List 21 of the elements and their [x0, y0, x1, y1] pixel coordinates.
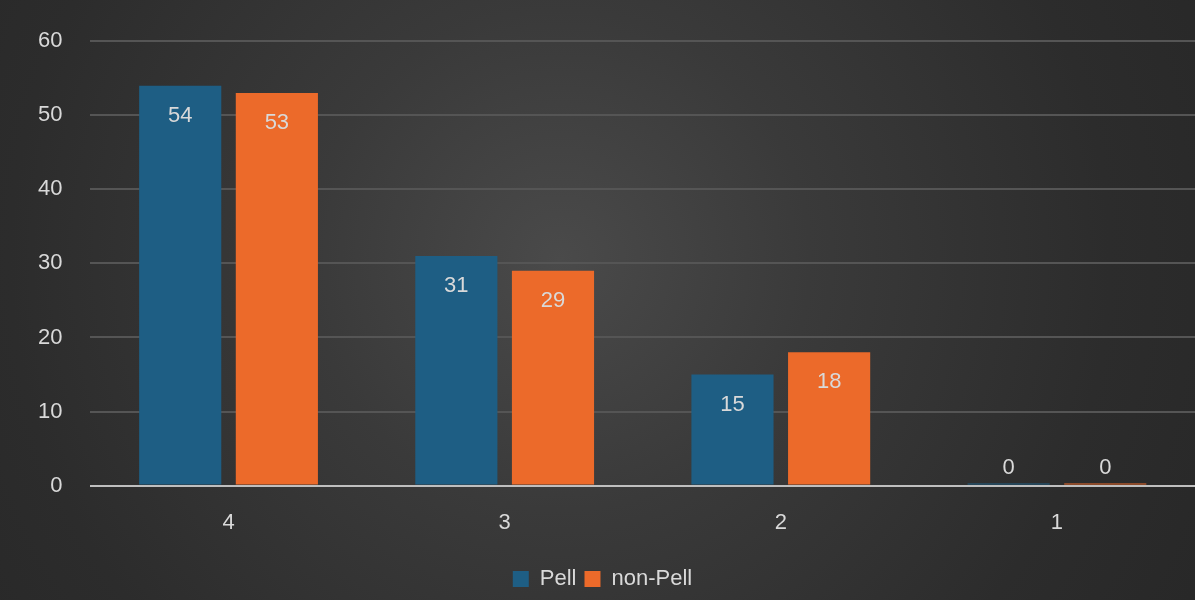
y-tick-label: 20: [37, 323, 63, 349]
data-label: 0: [1002, 453, 1015, 479]
x-tick-label: 2: [774, 508, 787, 534]
y-tick-label: 10: [37, 397, 63, 423]
x-tick-label: 4: [222, 508, 235, 534]
data-label: 18: [816, 368, 842, 394]
y-tick-label: 60: [37, 27, 63, 53]
data-label: 29: [540, 286, 566, 312]
y-tick-label: 40: [37, 175, 63, 201]
data-label: 53: [264, 109, 290, 135]
y-tick-label: 0: [50, 471, 63, 497]
legend-label: Pell: [539, 565, 577, 591]
data-label: 54: [167, 101, 193, 127]
data-label: 15: [720, 390, 745, 416]
data-label: 0: [1099, 453, 1112, 479]
legend-label: non-Pell: [611, 565, 693, 591]
y-tick-label: 50: [37, 101, 63, 127]
data-label: 31: [444, 272, 469, 298]
y-tick-label: 30: [37, 249, 63, 275]
x-tick-label: 1: [1050, 508, 1064, 534]
x-tick-label: 3: [498, 508, 511, 534]
